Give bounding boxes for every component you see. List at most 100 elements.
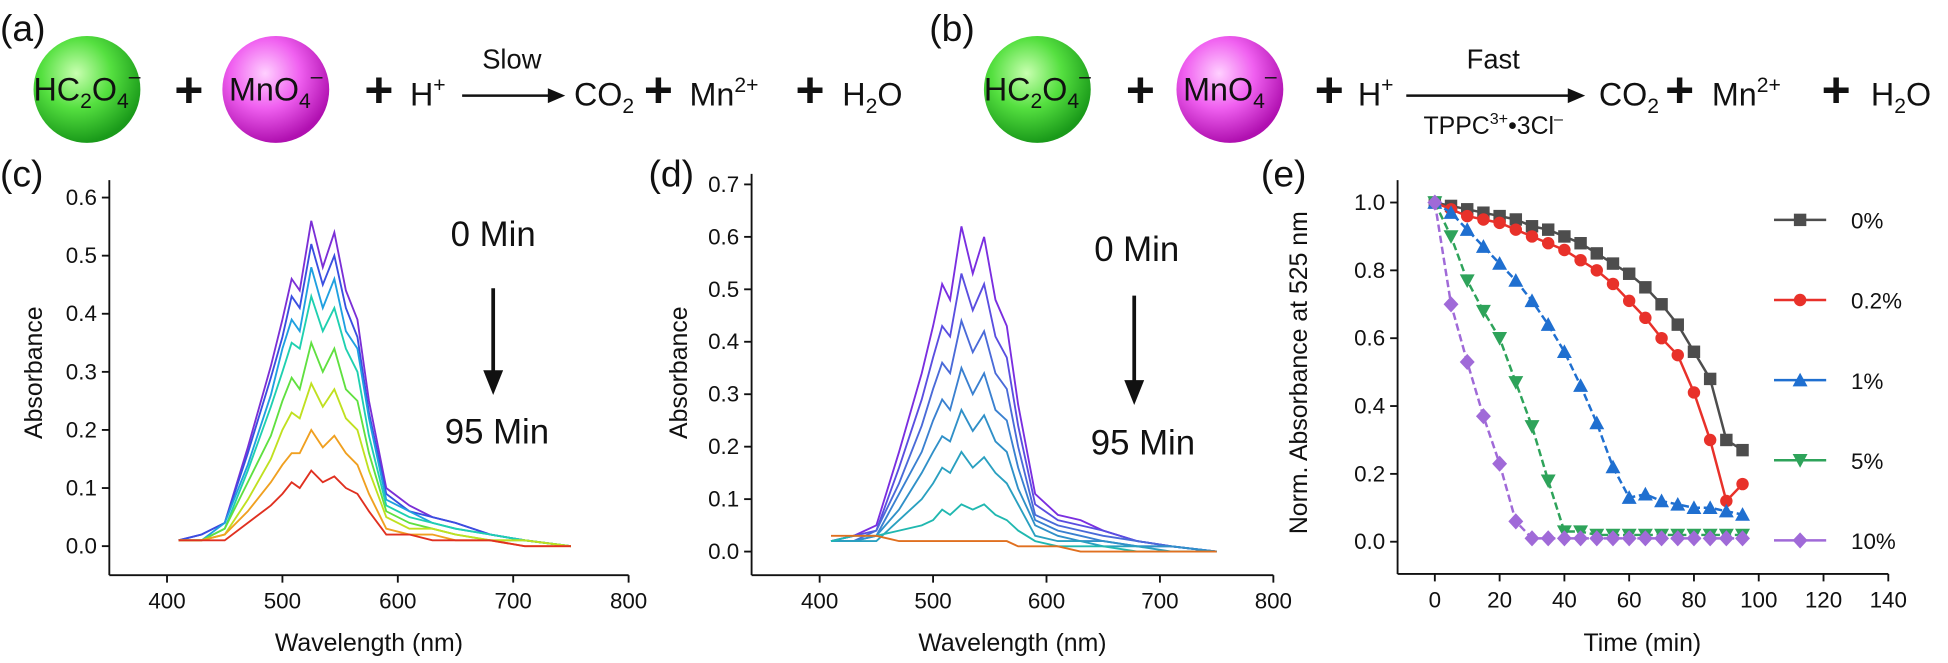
panel-label: (e)	[1261, 152, 1307, 194]
permanganate-sphere	[222, 36, 330, 143]
y-axis-label: Norm. Absorbance at 525 nm	[1286, 211, 1313, 534]
arrow-head	[1567, 88, 1586, 104]
marker	[1793, 293, 1807, 307]
x-tick-label: 400	[148, 589, 185, 614]
oxalate-sphere	[33, 36, 141, 143]
marker	[1622, 294, 1636, 308]
x-tick-label: 120	[1805, 587, 1842, 612]
panel-label: (a)	[0, 7, 46, 49]
marker	[1461, 209, 1474, 223]
marker	[1443, 230, 1459, 244]
marker	[1558, 243, 1571, 257]
marker	[1792, 454, 1808, 468]
y-tick-label: 0.2	[66, 417, 97, 442]
plus: +	[644, 62, 673, 118]
marker	[1687, 345, 1701, 358]
annotation-arrow-head	[483, 370, 504, 396]
annotation-arrow-head	[1124, 380, 1145, 405]
oxalate-sphere	[983, 36, 1091, 143]
marker	[1508, 376, 1524, 390]
marker	[1637, 530, 1653, 547]
marker	[1590, 264, 1603, 277]
plus: +	[795, 62, 824, 118]
marker	[1492, 455, 1508, 472]
x-tick-label: 600	[1028, 589, 1065, 614]
x-axis-label: Wavelength (nm)	[918, 630, 1106, 657]
marker	[1735, 530, 1750, 547]
marker	[1556, 530, 1572, 547]
y-tick-label: 0.5	[66, 243, 97, 268]
y-tick-label: 0.3	[708, 382, 739, 407]
marker	[1621, 530, 1637, 547]
marker	[1525, 220, 1539, 233]
marker	[1718, 503, 1734, 518]
marker	[1670, 496, 1686, 511]
y-tick-label: 1.0	[1354, 190, 1385, 215]
marker	[1637, 486, 1653, 501]
marker	[1655, 331, 1668, 345]
marker	[1459, 353, 1475, 371]
marker	[1574, 253, 1587, 267]
marker	[1793, 213, 1807, 227]
y-tick-label: 0.1	[708, 487, 739, 512]
marker	[1702, 500, 1718, 515]
y-tick-label: 0.4	[1354, 393, 1385, 418]
marker	[1558, 230, 1571, 243]
series-line	[830, 450, 1217, 553]
x-tick-label: 700	[495, 589, 532, 614]
arrow-head	[547, 88, 566, 104]
x-tick-label: 0	[1429, 587, 1441, 612]
x-axis-label: Time (min)	[1583, 630, 1701, 657]
panel-label: (b)	[929, 7, 975, 49]
chart: (d) 400 500 600 700 800 0.0 0.1 0.2 0.3 0.4 0.5 0.6 0…	[648, 152, 1292, 657]
annotation: 95 Min	[1091, 425, 1195, 463]
marker	[1475, 239, 1491, 253]
marker	[1718, 530, 1734, 547]
panel-label: (c)	[0, 152, 43, 194]
marker	[1573, 378, 1589, 392]
plus: +	[1665, 62, 1694, 118]
proton: H+	[1358, 74, 1394, 113]
marker	[1605, 530, 1621, 547]
y-tick-label: 0.5	[708, 277, 739, 302]
manganese: Mn2+	[689, 74, 758, 113]
marker	[1792, 372, 1808, 387]
plus: +	[1315, 62, 1344, 118]
x-tick-label: 500	[264, 589, 301, 614]
condition: Slow	[482, 43, 541, 74]
series-line	[830, 317, 1217, 553]
marker	[1622, 267, 1636, 280]
series-line	[1433, 202, 1743, 540]
marker	[1605, 459, 1621, 474]
x-tick-label: 800	[610, 589, 647, 614]
marker	[1639, 281, 1652, 294]
annotation: 0 Min	[451, 216, 536, 254]
marker	[1492, 331, 1508, 346]
oxalate: HC2O4–	[33, 65, 140, 113]
plus: +	[1822, 62, 1851, 118]
legend-label: 5%	[1851, 449, 1883, 474]
series-line	[178, 292, 572, 548]
water: H2O	[842, 77, 902, 118]
plus: +	[364, 62, 393, 118]
marker	[1525, 230, 1539, 243]
y-tick-label: 0.8	[1354, 258, 1385, 283]
legend-label: 1%	[1851, 369, 1883, 394]
permanganate: MnO4–	[229, 65, 323, 113]
reaction-a: (a) HC2O4– + MnO4– + H+ Slow CO2 + Mn2+ …	[0, 7, 902, 143]
marker	[1735, 507, 1750, 521]
marker	[1493, 216, 1506, 230]
y-tick-label: 0.0	[66, 534, 97, 559]
marker	[1589, 415, 1605, 430]
x-tick-label: 100	[1740, 587, 1777, 612]
marker	[1703, 433, 1717, 447]
marker	[1654, 493, 1670, 508]
marker	[1702, 530, 1718, 547]
marker	[1574, 237, 1587, 250]
catalyst: TPPC3+•3Cl–	[1423, 110, 1563, 140]
marker	[1606, 257, 1620, 270]
x-tick-label: 40	[1552, 587, 1577, 612]
marker	[1606, 277, 1620, 291]
chart: (c) 400 500 600 700 800 0.0 0.1 0.2 0.3 0.4 0.5 0.6 W…	[0, 152, 647, 657]
marker	[1475, 304, 1491, 319]
